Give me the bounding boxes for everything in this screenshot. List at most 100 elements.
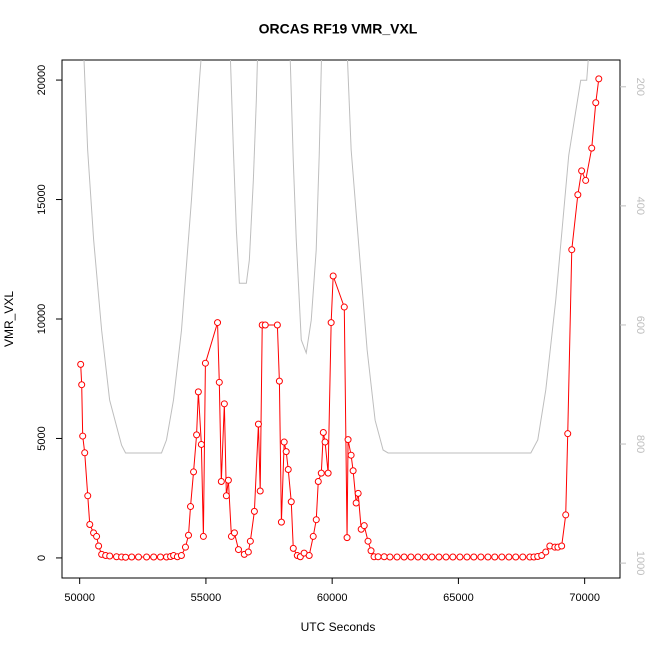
x-axis-label: UTC Seconds: [301, 620, 376, 634]
x-tick-label: 60000: [317, 592, 348, 604]
data-point: [588, 144, 596, 152]
data-point: [282, 448, 290, 456]
data-point: [505, 553, 513, 561]
data-point: [463, 553, 471, 561]
data-point: [93, 532, 101, 540]
data-point: [344, 436, 352, 444]
data-point: [275, 377, 283, 385]
y-tick-label: 10000: [36, 304, 48, 335]
data-point: [194, 388, 202, 396]
data-point: [84, 492, 92, 500]
y2-tick-label: 200: [634, 78, 646, 96]
data-point: [354, 489, 362, 497]
data-point: [470, 553, 478, 561]
data-point: [484, 553, 492, 561]
data-point: [578, 167, 586, 175]
data-point: [222, 492, 230, 500]
data-point: [360, 522, 368, 530]
data-point: [374, 553, 382, 561]
data-point: [491, 553, 499, 561]
data-point: [442, 553, 450, 561]
data-point: [562, 511, 570, 519]
data-point: [312, 516, 320, 524]
data-point: [428, 553, 436, 561]
data-point: [477, 553, 485, 561]
data-point: [309, 532, 317, 540]
data-point: [199, 532, 207, 540]
data-point: [352, 499, 360, 507]
x-tick-label: 65000: [443, 592, 474, 604]
data-point: [95, 542, 103, 550]
data-point: [78, 381, 86, 389]
series-line: [83, 60, 589, 454]
data-point: [122, 553, 130, 561]
series-line: [80, 78, 600, 558]
data-point: [277, 518, 285, 526]
data-point: [314, 477, 322, 485]
data-point: [181, 543, 189, 551]
plot-frame: [61, 59, 621, 579]
data-point: [86, 520, 94, 528]
data-point: [201, 359, 209, 367]
x-tick-label: 70000: [569, 592, 600, 604]
data-point: [400, 553, 408, 561]
data-point: [512, 553, 520, 561]
y2-tick-label: 400: [634, 197, 646, 215]
data-point: [367, 547, 375, 555]
data-point: [498, 553, 506, 561]
data-point: [519, 553, 527, 561]
data-point: [261, 321, 269, 329]
data-point: [595, 75, 603, 83]
y-tick-label: 20000: [36, 65, 48, 96]
data-point: [177, 552, 185, 560]
data-point: [246, 537, 254, 545]
data-point: [214, 319, 222, 327]
data-point: [393, 553, 401, 561]
data-point: [317, 469, 325, 477]
y-axis-label: VMR_VXL: [2, 291, 16, 347]
data-point: [234, 546, 242, 554]
data-point: [305, 552, 313, 560]
data-point: [106, 552, 114, 560]
data-point: [574, 191, 582, 199]
data-point: [215, 378, 223, 386]
data-point: [327, 319, 335, 327]
data-point: [321, 438, 329, 446]
chart-title: ORCAS RF19 VMR_VXL: [259, 21, 418, 37]
data-point: [280, 438, 288, 446]
data-point: [287, 498, 295, 506]
data-point: [143, 553, 151, 561]
data-point: [343, 534, 351, 542]
data-point: [340, 303, 348, 311]
data-point: [254, 420, 262, 428]
data-point: [273, 321, 281, 329]
data-point: [435, 553, 443, 561]
data-point: [421, 553, 429, 561]
data-point: [197, 440, 205, 448]
data-point: [190, 468, 198, 476]
data-point: [250, 507, 258, 515]
data-point: [256, 487, 264, 495]
data-point: [582, 176, 590, 184]
data-point: [347, 451, 355, 459]
data-point: [564, 430, 572, 438]
data-point: [558, 542, 566, 550]
y-tick-label: 5000: [36, 426, 48, 450]
y2-tick-label: 1000: [634, 551, 646, 575]
data-point: [329, 272, 337, 280]
data-point: [244, 548, 252, 556]
data-point: [386, 553, 394, 561]
data-point: [135, 553, 143, 561]
data-point: [324, 469, 332, 477]
data-point: [224, 476, 232, 484]
data-point: [184, 531, 192, 539]
data-point: [150, 553, 158, 561]
data-point: [407, 553, 415, 561]
data-point: [217, 477, 225, 485]
data-point: [284, 466, 292, 474]
data-point: [79, 432, 87, 440]
data-point: [193, 431, 201, 439]
data-point: [319, 428, 327, 436]
y2-tick-label: 800: [634, 435, 646, 453]
